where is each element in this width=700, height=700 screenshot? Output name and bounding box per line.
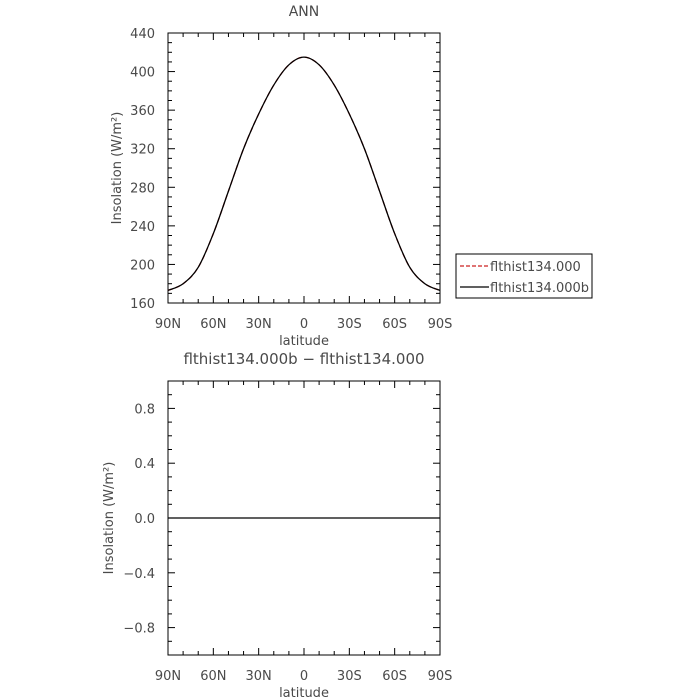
x-tick-label: 30S bbox=[337, 317, 362, 332]
y-tick-label: 440 bbox=[130, 27, 155, 42]
x-tick-label: 60N bbox=[200, 317, 226, 332]
x-tick-label: 0 bbox=[300, 317, 308, 332]
x-tick-label: 90S bbox=[428, 669, 453, 684]
x-tick-label: 60N bbox=[200, 669, 226, 684]
x-axis-label: latitude bbox=[279, 334, 329, 349]
y-tick-label: 0.0 bbox=[134, 512, 155, 527]
x-tick-label: 30N bbox=[246, 669, 272, 684]
y-axis-label: Insolation (W/m²) bbox=[102, 462, 117, 575]
bottom-panel: flthist134.000b − flthist134.000 90N 60N 30… bbox=[102, 350, 452, 700]
y-tick-label: 360 bbox=[130, 104, 155, 119]
y-tick-label: 400 bbox=[130, 66, 155, 81]
series-line-2 bbox=[167, 56, 441, 292]
legend-label-2: flthist134.000b bbox=[490, 281, 589, 296]
x-axis-label: latitude bbox=[279, 686, 329, 700]
x-tick-label: 0 bbox=[300, 669, 308, 684]
chart-title: flthist134.000b − flthist134.000 bbox=[183, 350, 424, 368]
chart-title: ANN bbox=[289, 4, 320, 20]
y-axis-label: Insolation (W/m²) bbox=[110, 112, 125, 225]
y-tick-label: −0.4 bbox=[123, 567, 155, 582]
y-tick-label: 160 bbox=[130, 297, 155, 312]
top-panel: ANN 90N 60N 30N 0 30S 60S 90S latitude 160 200 240 2… bbox=[110, 4, 452, 349]
x-tick-label: 90N bbox=[155, 317, 181, 332]
x-tick-label: 60S bbox=[382, 669, 407, 684]
y-tick-label: 200 bbox=[130, 258, 155, 273]
x-tick-label: 90N bbox=[155, 669, 181, 684]
y-tick-label: 280 bbox=[130, 181, 155, 196]
y-tick-label: 0.4 bbox=[134, 457, 155, 472]
x-tick-label: 30N bbox=[246, 317, 272, 332]
plot-frame bbox=[167, 32, 441, 304]
legend-label-1: flthist134.000 bbox=[490, 260, 581, 275]
y-tick-label: 240 bbox=[130, 220, 155, 235]
y-tick-label: 0.8 bbox=[134, 402, 155, 417]
y-tick-label: 320 bbox=[130, 143, 155, 158]
x-tick-label: 30S bbox=[337, 669, 362, 684]
legend-box bbox=[455, 253, 593, 299]
x-tick-label: 60S bbox=[382, 317, 407, 332]
series-line-1 bbox=[167, 56, 441, 292]
legend: flthist134.000 flthist134.000b bbox=[455, 253, 593, 299]
x-tick-label: 90S bbox=[428, 317, 453, 332]
y-tick-label: −0.8 bbox=[123, 622, 155, 637]
